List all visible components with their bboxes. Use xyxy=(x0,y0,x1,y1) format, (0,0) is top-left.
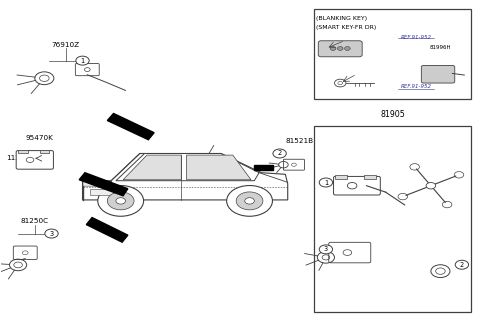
Polygon shape xyxy=(108,113,154,140)
Circle shape xyxy=(426,182,436,189)
Circle shape xyxy=(45,229,58,238)
Text: 81521B: 81521B xyxy=(285,138,313,144)
Text: 81905: 81905 xyxy=(380,110,405,119)
Text: 95470K: 95470K xyxy=(25,135,53,141)
Polygon shape xyxy=(123,155,181,180)
Text: 2: 2 xyxy=(277,151,282,157)
Text: REF.91-952: REF.91-952 xyxy=(401,84,432,89)
Circle shape xyxy=(236,192,263,210)
Bar xyxy=(39,150,49,153)
Circle shape xyxy=(227,185,273,216)
FancyBboxPatch shape xyxy=(283,159,304,170)
Text: 1: 1 xyxy=(324,180,328,185)
Bar xyxy=(336,175,348,179)
Text: 81250C: 81250C xyxy=(21,218,48,224)
Text: REF.91-952: REF.91-952 xyxy=(401,35,432,40)
FancyBboxPatch shape xyxy=(13,246,37,259)
Polygon shape xyxy=(83,153,288,200)
Circle shape xyxy=(245,198,254,204)
Text: 3: 3 xyxy=(324,246,328,252)
FancyBboxPatch shape xyxy=(329,242,371,263)
Bar xyxy=(314,9,471,99)
Text: 1: 1 xyxy=(81,57,84,64)
Circle shape xyxy=(116,198,125,204)
Circle shape xyxy=(431,265,450,277)
Circle shape xyxy=(319,178,333,187)
FancyBboxPatch shape xyxy=(16,151,53,169)
Polygon shape xyxy=(86,217,128,242)
Polygon shape xyxy=(254,165,274,170)
Circle shape xyxy=(319,245,333,254)
Circle shape xyxy=(337,47,343,50)
Polygon shape xyxy=(187,155,251,180)
Circle shape xyxy=(98,185,144,216)
Circle shape xyxy=(273,149,286,158)
Text: 2: 2 xyxy=(460,262,464,268)
Circle shape xyxy=(455,260,468,269)
Circle shape xyxy=(345,47,350,50)
FancyBboxPatch shape xyxy=(318,41,362,57)
Circle shape xyxy=(76,56,89,65)
Text: (SMART KEY-FR DR): (SMART KEY-FR DR) xyxy=(316,26,377,30)
Bar xyxy=(364,175,376,179)
Bar xyxy=(314,126,471,312)
FancyBboxPatch shape xyxy=(83,181,97,186)
FancyBboxPatch shape xyxy=(421,66,455,83)
Text: 81996H: 81996H xyxy=(429,45,451,50)
Bar xyxy=(18,150,28,153)
Bar xyxy=(90,189,114,195)
Text: 76910Z: 76910Z xyxy=(51,42,80,48)
Text: 3: 3 xyxy=(49,231,54,236)
FancyBboxPatch shape xyxy=(334,176,380,195)
Circle shape xyxy=(330,47,336,50)
Text: (BLANKING KEY): (BLANKING KEY) xyxy=(316,16,368,21)
Polygon shape xyxy=(116,153,259,181)
Circle shape xyxy=(108,192,134,210)
FancyBboxPatch shape xyxy=(75,64,99,76)
Polygon shape xyxy=(79,173,128,196)
Text: 1129ED: 1129ED xyxy=(6,155,35,161)
